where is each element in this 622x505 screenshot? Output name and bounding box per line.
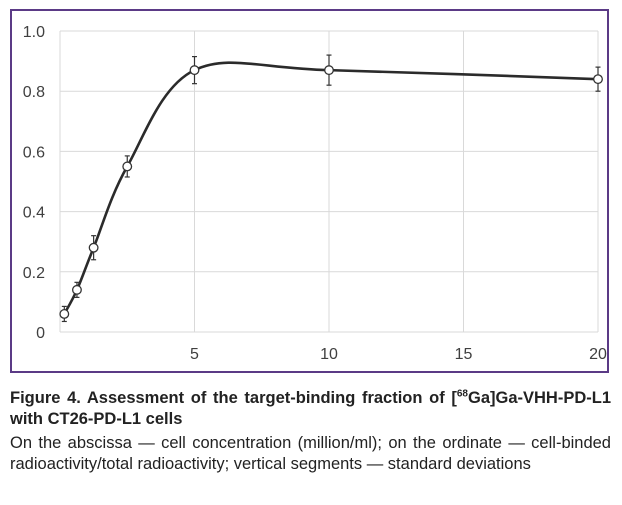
- y-tick-label: 0.2: [23, 265, 45, 282]
- data-point: [593, 74, 603, 85]
- y-tick-label: 0.4: [23, 205, 45, 222]
- figure-caption-body: On the abscissa — cell concentration (mi…: [10, 434, 611, 473]
- series-line: [63, 61, 599, 315]
- x-tick-label: 10: [320, 346, 338, 363]
- data-point: [122, 161, 133, 172]
- data-point: [71, 284, 82, 295]
- x-tick-label: 15: [455, 346, 473, 363]
- chart-plot: 0 0.2 0.4 0.6 0.8 1.0 5 10 15 20: [23, 24, 607, 363]
- chart-frame: 0 0.2 0.4 0.6 0.8 1.0 5 10 15 20: [10, 9, 609, 373]
- caption-title-suffix: Ga]Ga-VHH-PD-L1 with CT26-PD-L1 cells: [10, 389, 611, 428]
- caption-title-superscript: 68: [456, 388, 468, 400]
- x-tick-label: 5: [190, 346, 199, 363]
- y-tick-label: 1.0: [23, 24, 45, 41]
- x-tick-label: 20: [589, 346, 607, 363]
- caption-title-prefix: Figure 4. Assessment of the target-bindi…: [10, 389, 457, 407]
- data-point: [189, 65, 200, 76]
- figure-caption-title: Figure 4. Assessment of the target-bindi…: [10, 388, 611, 429]
- data-point: [59, 308, 70, 319]
- data-point: [88, 242, 99, 253]
- data-point: [324, 65, 334, 76]
- y-tick-label: 0.6: [23, 144, 45, 161]
- y-tick-label: 0: [36, 325, 45, 342]
- y-tick-label: 0.8: [23, 84, 45, 101]
